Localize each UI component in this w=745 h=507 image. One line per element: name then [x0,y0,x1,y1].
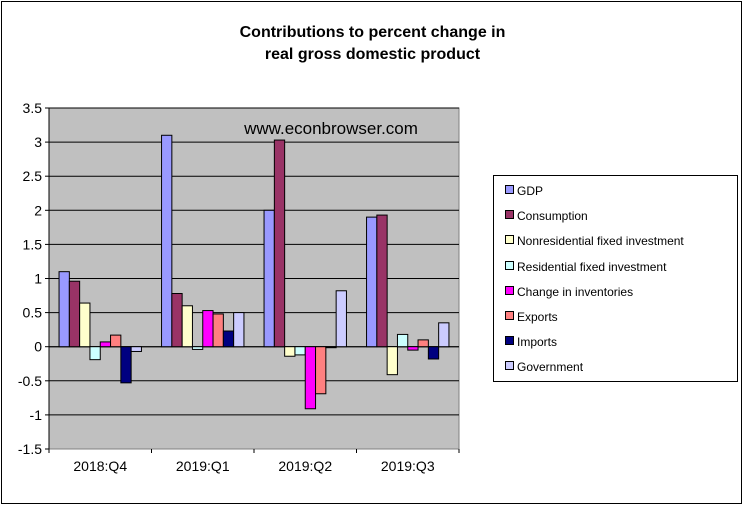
x-tick-label: 2019:Q1 [176,458,230,474]
y-tick-label: 0 [34,339,42,355]
legend-item: Nonresidential fixed investment [505,234,684,248]
bar-gdp [366,216,378,348]
bar-government [130,346,142,352]
bar-gdp [161,134,173,348]
bar-change-in-inventories [202,310,214,348]
bar-nonresidential-fixed-investment [79,302,91,348]
legend-swatch [505,361,514,371]
bar-change-in-inventories [99,341,112,348]
bar-imports [222,330,235,348]
legend-item: Change in inventories [505,285,633,299]
y-tick-label: 1 [34,271,42,287]
bar-exports [110,334,122,348]
bar-consumption [273,139,286,348]
legend-label: GDP [517,184,544,198]
chart-legend: GDP Consumption Nonresidential fixed inves… [493,175,738,382]
legend-swatch [505,285,514,295]
bar-nonresidential-fixed-investment [181,305,193,348]
bar-government [335,290,347,348]
x-tick-label: 2019:Q2 [278,458,332,474]
bar-imports [427,346,440,360]
y-tick-label: 2 [34,202,42,218]
bar-nonresidential-fixed-investment [386,346,398,376]
legend-swatch [505,336,514,346]
watermark-text: www.econbrowser.com [243,119,418,138]
bar-exports [212,313,224,348]
bar-residential-fixed-investment [294,346,306,356]
legend-label: Residential fixed investment [517,259,667,274]
legend-label: Government [517,360,584,375]
x-tick-label: 2019:Q3 [381,458,435,474]
bar-change-in-inventories [407,346,419,351]
bar-imports [325,346,337,349]
y-tick-label: -1.5 [18,441,42,457]
legend-label: Imports [517,335,558,350]
y-tick-label: 2.5 [23,168,43,184]
y-tick-label: 3.5 [23,100,43,116]
bar-government [233,312,245,348]
legend-swatch [505,260,514,270]
legend-label: Consumption [517,209,588,224]
chart-title: Contributions to percent change in real … [239,24,506,63]
legend-item: GDP [505,184,543,198]
legend-label: Nonresidential fixed investment [517,234,684,249]
bar-gdp [263,209,275,348]
bar-consumption [171,293,183,348]
x-tick-label: 2018:Q4 [73,458,127,474]
bar-nonresidential-fixed-investment [284,346,296,357]
bar-exports [417,339,429,348]
y-tick-label: -0.5 [18,373,42,389]
legend-label: Exports [517,310,558,324]
bar-consumption [68,280,81,348]
legend-label: Change in inventories [517,284,634,299]
legend-item: Residential fixed investment [505,260,666,274]
legend-swatch [505,185,514,194]
y-tick-label: 0.5 [23,305,43,321]
y-tick-label: -1 [30,407,43,423]
bar-exports [315,346,327,395]
bar-government [438,322,450,348]
bar-residential-fixed-investment [89,346,101,361]
legend-swatch [505,311,514,320]
bar-consumption [376,214,388,348]
bar-change-in-inventories [304,346,317,410]
legend-item: Government [505,360,583,374]
bar-residential-fixed-investment [191,346,204,350]
bar-gdp [58,271,70,348]
bar-imports [120,346,132,384]
bar-residential-fixed-investment [396,333,409,348]
y-tick-label: 1.5 [23,236,43,252]
legend-item: Exports [505,310,558,324]
legend-swatch [505,235,514,245]
legend-item: Consumption [505,209,588,223]
legend-item: Imports [505,335,557,349]
y-tick-label: 3 [34,134,42,150]
legend-swatch [505,210,514,220]
